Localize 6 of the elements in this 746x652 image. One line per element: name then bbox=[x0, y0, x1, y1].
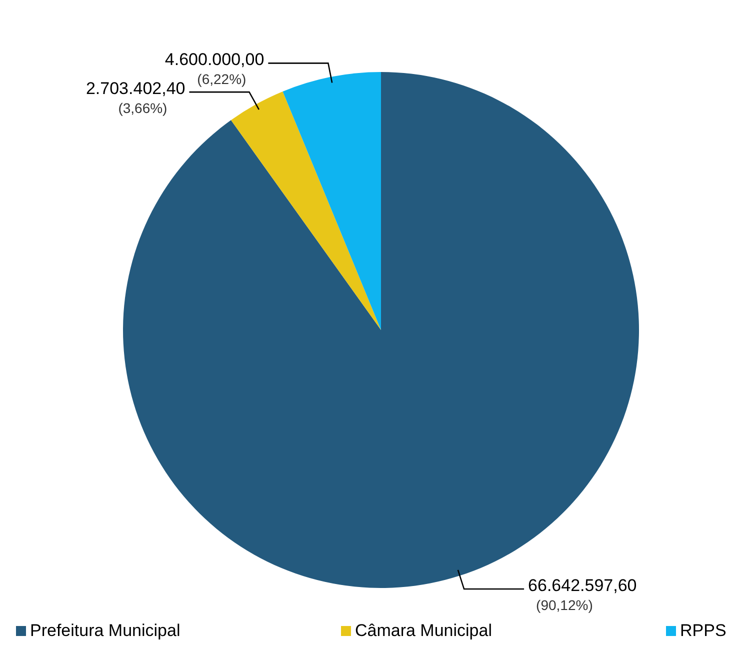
legend-label: Câmara Municipal bbox=[355, 621, 492, 640]
pie-slice bbox=[230, 91, 381, 330]
legend-label: Prefeitura Municipal bbox=[30, 621, 180, 640]
data-label: 66.642.597,60 (90,12%) bbox=[528, 576, 637, 614]
legend-label: RPPS bbox=[680, 621, 726, 640]
pie-slice bbox=[282, 72, 381, 330]
